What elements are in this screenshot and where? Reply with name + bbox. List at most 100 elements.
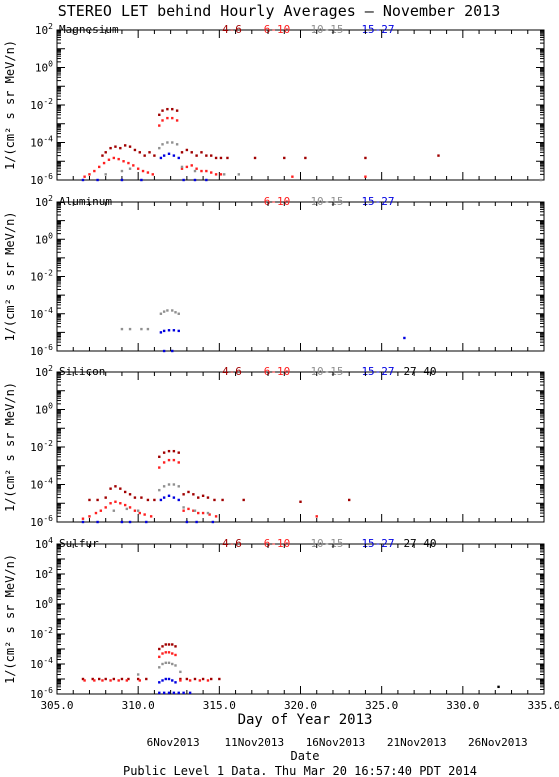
- data-point: [120, 520, 124, 524]
- data-point: [214, 173, 218, 176]
- data-point: [99, 509, 103, 512]
- data-point: [188, 691, 192, 695]
- data-point: [114, 500, 117, 503]
- legend-27-40: 27-40: [403, 537, 436, 550]
- y-tick-label: 10-4: [30, 306, 53, 321]
- series-6-10: [83, 116, 367, 178]
- data-point: [167, 691, 171, 695]
- data-point: [158, 666, 161, 669]
- y-tick-label: 10-6: [30, 172, 53, 187]
- data-point: [171, 643, 174, 646]
- plot-frame: [56, 543, 545, 695]
- data-point: [164, 661, 167, 665]
- data-point: [193, 169, 197, 173]
- data-point: [253, 156, 257, 160]
- data-point: [83, 175, 86, 178]
- data-point: [206, 679, 210, 682]
- data-point: [112, 677, 116, 681]
- legend-15-27: 15-27: [361, 23, 394, 36]
- data-point: [138, 679, 141, 682]
- data-point: [128, 506, 132, 509]
- data-point: [180, 167, 184, 170]
- x-tick-label: 310.0: [122, 699, 155, 712]
- series-27-40: [497, 685, 500, 689]
- data-point: [177, 498, 180, 502]
- data-point: [120, 169, 124, 173]
- data-point: [145, 520, 148, 524]
- y-tick-label: 102: [35, 566, 53, 581]
- y-tick-label: 10-6: [30, 514, 53, 529]
- data-point: [226, 156, 229, 160]
- data-point: [175, 143, 179, 146]
- data-point: [171, 349, 174, 353]
- data-point: [101, 679, 104, 682]
- y-tick-label: 10-4: [30, 656, 53, 671]
- legend-4-6: 4-6: [222, 365, 242, 378]
- data-point: [185, 165, 189, 169]
- data-point: [159, 156, 163, 160]
- y-tick-label: 10-6: [30, 686, 53, 701]
- data-point: [120, 178, 124, 182]
- data-point: [128, 327, 132, 331]
- data-point: [148, 151, 151, 154]
- data-point: [158, 691, 161, 695]
- data-point: [122, 160, 125, 163]
- data-point: [177, 156, 180, 160]
- date-tick-label: 26Nov2013: [468, 736, 528, 749]
- data-point: [214, 515, 218, 518]
- data-point: [187, 490, 190, 494]
- date-tick-label: 16Nov2013: [306, 736, 366, 749]
- x-tick-label: 305.0: [40, 699, 73, 712]
- data-point: [171, 679, 174, 682]
- y-tick-label: 102: [35, 364, 53, 379]
- data-point: [107, 158, 111, 161]
- data-point: [201, 494, 205, 497]
- data-point: [164, 651, 167, 654]
- data-point: [167, 458, 171, 462]
- data-point: [104, 677, 107, 681]
- legend-6-10: 6-10: [264, 195, 291, 208]
- data-point: [161, 679, 164, 682]
- legend-4-6: 4-6: [222, 537, 242, 550]
- y-tick-label: 10-6: [30, 343, 53, 358]
- data-point: [146, 498, 150, 502]
- plot-frame: [56, 371, 545, 523]
- data-point: [177, 691, 180, 695]
- legend-6-10: 6-10: [264, 23, 291, 36]
- data-point: [210, 171, 213, 174]
- legend-15-27: 15-27: [361, 537, 394, 550]
- data-point: [91, 677, 94, 681]
- data-point: [200, 169, 203, 173]
- data-point: [109, 487, 112, 490]
- data-point: [128, 167, 132, 170]
- data-point: [158, 681, 161, 684]
- series-6-10: [83, 651, 210, 682]
- data-point: [185, 677, 189, 681]
- data-point: [109, 146, 112, 150]
- data-point: [192, 493, 195, 496]
- y-tick-label: 100: [35, 231, 53, 246]
- data-point: [123, 503, 127, 507]
- data-point: [180, 151, 184, 154]
- data-point: [193, 509, 197, 512]
- data-point: [177, 485, 180, 488]
- data-point: [158, 466, 161, 469]
- data-point: [141, 169, 145, 173]
- data-point: [123, 144, 127, 147]
- data-point: [140, 496, 143, 499]
- data-point: [161, 662, 164, 666]
- data-point: [164, 677, 167, 681]
- data-point: [197, 511, 200, 515]
- data-point: [138, 511, 141, 515]
- data-point: [162, 451, 166, 454]
- data-point: [175, 119, 179, 122]
- data-point: [172, 496, 176, 499]
- data-point: [83, 679, 86, 682]
- data-point: [136, 677, 140, 681]
- legend-6-10: 6-10: [264, 365, 291, 378]
- data-point: [161, 645, 164, 648]
- y-tick-label: 100: [35, 60, 53, 75]
- y-axis-label: 1/(cm² s sr MeV/n): [3, 40, 17, 170]
- data-point: [114, 485, 117, 488]
- data-point: [119, 146, 122, 150]
